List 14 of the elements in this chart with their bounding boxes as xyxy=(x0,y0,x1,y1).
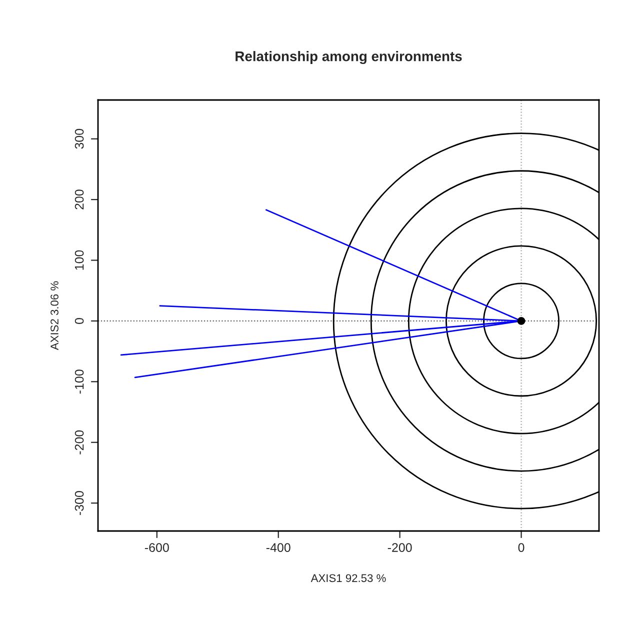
y-tick-label: -200 xyxy=(74,430,84,454)
y-tick-label: 0 xyxy=(74,318,84,324)
y-tick-label: 100 xyxy=(74,250,84,270)
x-tick-label: -200 xyxy=(388,543,412,552)
y-axis-title: AXIS2 3.06 % xyxy=(50,281,58,350)
x-tick-label: -400 xyxy=(266,543,290,552)
chart-title: Relationship among environments xyxy=(236,51,462,64)
y-tick-label: 200 xyxy=(74,190,84,210)
x-axis-title: AXIS1 92.53 % xyxy=(310,574,386,582)
y-tick-label: -300 xyxy=(74,491,84,516)
x-tick-label: -600 xyxy=(144,543,169,552)
y-tick-label: -100 xyxy=(74,370,84,394)
x-tick-label: 0 xyxy=(518,543,524,552)
y-tick-label: 300 xyxy=(74,128,84,149)
